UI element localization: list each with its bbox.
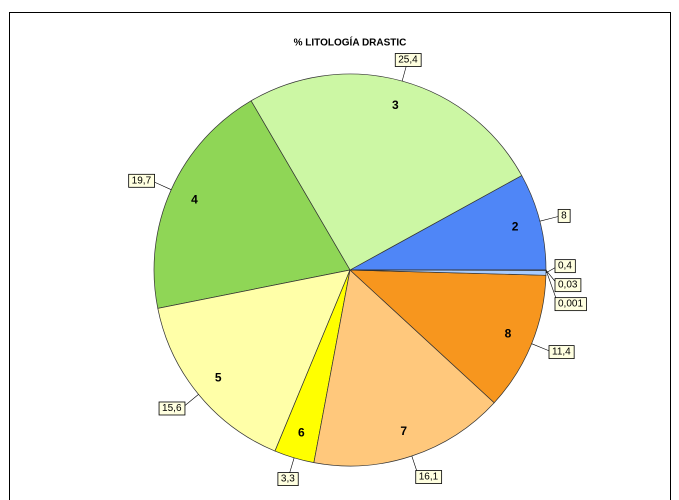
pie-slice <box>157 269 351 452</box>
pie-slice <box>349 175 547 271</box>
value-label: 15,6 <box>162 403 182 414</box>
value-label: 16,1 <box>419 472 439 483</box>
value-label: 11,4 <box>552 347 571 358</box>
value-label-box <box>557 208 571 223</box>
slice-label: 4 <box>191 192 198 206</box>
slice-label: 8 <box>505 326 512 340</box>
value-label-box <box>394 53 422 67</box>
slice-label: 7 <box>400 424 407 438</box>
pie-slice <box>313 269 495 467</box>
pie-slice <box>153 100 351 309</box>
value-label-box <box>554 297 587 312</box>
value-label: 0,4 <box>558 261 572 272</box>
value-label: 0,03 <box>558 280 578 291</box>
value-label-box <box>554 259 576 274</box>
leader-line <box>539 215 562 222</box>
value-label: 19,7 <box>132 175 152 186</box>
value-label-box <box>277 472 299 486</box>
value-label: 8 <box>561 210 567 221</box>
slice-label: 6 <box>298 426 305 440</box>
value-label: 0,001 <box>558 299 583 310</box>
chart-title: % LITOLOGÍA DRASTIC <box>294 36 407 49</box>
value-label-box <box>548 345 575 360</box>
value-label-box <box>554 278 582 293</box>
value-label: 3,3 <box>281 474 295 485</box>
slice-label: 2 <box>512 220 519 234</box>
pie-slice <box>250 73 523 271</box>
value-label-box <box>415 470 443 484</box>
slice-label: 3 <box>392 98 399 112</box>
value-label-box <box>158 401 186 416</box>
value-label: 25,4 <box>398 54 418 65</box>
slice-label: 5 <box>215 370 222 384</box>
pie-slice <box>349 269 547 404</box>
value-label-box <box>128 173 155 188</box>
